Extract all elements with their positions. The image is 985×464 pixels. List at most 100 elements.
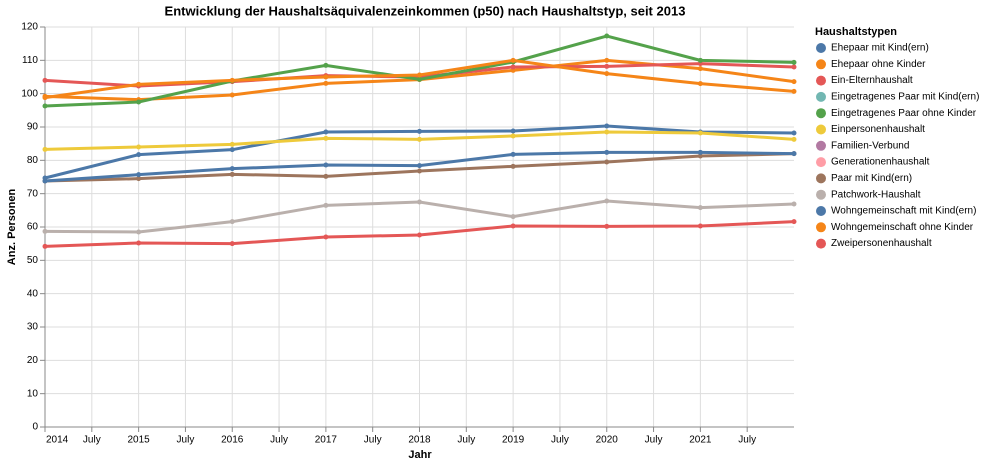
data-point — [42, 103, 48, 109]
y-tick-label: 100 — [21, 88, 38, 99]
legend-label: Ehepaar mit Kind(ern) — [831, 43, 929, 54]
data-point — [791, 64, 797, 70]
data-point — [604, 63, 610, 69]
data-point — [604, 149, 610, 155]
data-point — [323, 234, 329, 240]
legend-label: Ehepaar ohne Kinder — [831, 59, 926, 70]
data-point — [510, 151, 516, 157]
y-tick-label: 70 — [27, 188, 39, 199]
data-point — [791, 136, 797, 142]
data-point — [791, 201, 797, 207]
legend-swatch — [816, 43, 826, 53]
data-point — [42, 146, 48, 152]
y-tick-label: 50 — [27, 255, 39, 266]
data-point — [323, 62, 329, 68]
data-point — [604, 123, 610, 129]
legend-swatch — [816, 75, 826, 86]
legend-label: Eingetragenes Paar ohne Kinder — [831, 108, 977, 119]
y-tick-label: 60 — [27, 222, 39, 233]
data-point — [136, 99, 142, 105]
data-point — [510, 128, 516, 134]
data-point — [697, 130, 703, 136]
data-point — [42, 77, 48, 83]
legend-swatch — [816, 189, 826, 200]
data-point — [697, 223, 703, 229]
data-point — [323, 74, 329, 80]
data-point — [791, 130, 797, 136]
data-point — [791, 59, 797, 65]
x-tick-label: 2017 — [315, 435, 338, 446]
x-tick-label: July — [177, 435, 195, 446]
data-point — [323, 173, 329, 179]
data-point — [697, 66, 703, 72]
x-tick-label: 2020 — [596, 435, 619, 446]
data-point — [229, 147, 235, 153]
legend-swatch — [816, 173, 826, 184]
y-tick-label: 40 — [27, 288, 39, 299]
x-tick-label: July — [83, 435, 101, 446]
data-point — [697, 149, 703, 155]
data-point — [791, 79, 797, 85]
data-point — [42, 95, 48, 101]
y-tick-label: 10 — [27, 388, 39, 399]
legend-label: Generationenhaushalt — [831, 157, 930, 168]
data-point — [510, 57, 516, 63]
legend-label: Wohngemeinschaft mit Kind(ern) — [831, 206, 976, 217]
legend-swatch — [816, 91, 826, 102]
legend-title: Haushaltstypen — [815, 26, 897, 38]
data-point — [417, 72, 422, 78]
data-point — [229, 141, 235, 147]
data-point — [417, 136, 422, 142]
legend-swatch — [816, 59, 826, 70]
data-point — [697, 57, 703, 63]
legend-label: Zweipersonenhaushalt — [831, 238, 932, 249]
x-tick-label: July — [738, 435, 756, 446]
data-point — [229, 166, 235, 172]
x-tick-label: 2016 — [221, 435, 244, 446]
y-tick-label: 90 — [27, 122, 39, 133]
legend-swatch — [816, 108, 826, 119]
x-tick-label: July — [645, 435, 663, 446]
legend-label: Ein-Elternhaushalt — [831, 75, 913, 86]
data-point — [136, 176, 142, 182]
data-point — [323, 80, 329, 86]
data-point — [604, 71, 610, 77]
legend-swatch — [816, 222, 826, 233]
data-point — [136, 240, 142, 246]
x-tick-label: 2014 — [46, 435, 69, 446]
chart-title: Entwicklung der Haushaltsäquivalenzeinko… — [165, 3, 686, 18]
data-point — [417, 128, 422, 134]
data-point — [791, 88, 797, 94]
x-tick-label: July — [551, 435, 569, 446]
y-tick-label: 110 — [22, 55, 38, 66]
legend-swatch — [816, 140, 826, 151]
legend-label: Patchwork-Haushalt — [831, 189, 921, 200]
data-point — [229, 171, 235, 177]
legend-label: Wohngemeinschaft ohne Kinder — [831, 222, 974, 233]
y-tick-label: 80 — [27, 155, 39, 166]
data-point — [417, 168, 422, 174]
data-point — [136, 229, 142, 235]
legend-swatch — [816, 238, 826, 249]
data-point — [604, 159, 610, 165]
data-point — [417, 163, 422, 169]
legend-label: Familien-Verbund — [831, 140, 909, 151]
data-point — [510, 163, 516, 169]
x-tick-label: July — [364, 435, 382, 446]
data-point — [604, 129, 610, 135]
data-point — [417, 199, 422, 205]
legend-label: Einpersonenhaushalt — [831, 124, 925, 135]
data-point — [604, 198, 610, 204]
data-point — [42, 178, 48, 184]
data-point — [229, 77, 235, 83]
data-point — [697, 153, 703, 159]
data-point — [510, 223, 516, 229]
x-tick-label: 2018 — [408, 435, 431, 446]
legend-swatch — [816, 206, 826, 216]
y-tick-label: 120 — [21, 22, 38, 33]
data-point — [697, 81, 703, 87]
legend-swatch — [816, 124, 826, 135]
y-tick-label: 20 — [27, 355, 39, 366]
data-point — [229, 219, 235, 225]
